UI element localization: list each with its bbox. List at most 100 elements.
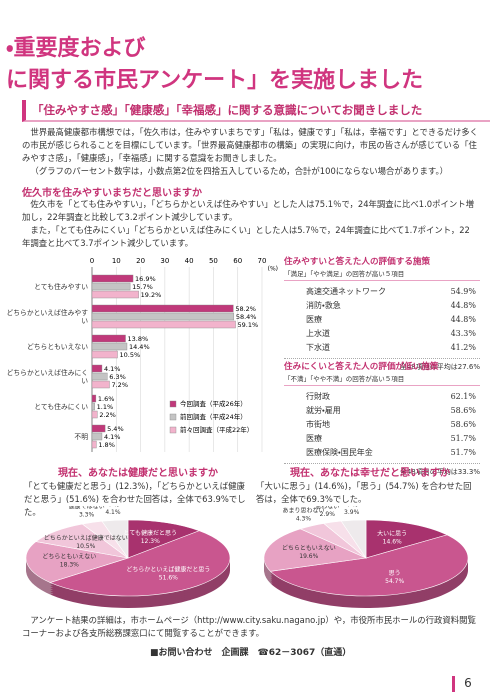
value-label: 2.2% bbox=[99, 411, 116, 419]
table-cell: 上水道 bbox=[306, 328, 330, 338]
pie-slice bbox=[127, 519, 201, 559]
slice-value: 19.6% bbox=[299, 553, 318, 560]
table-cell: 51.7% bbox=[450, 447, 476, 457]
table-cell: 62.1% bbox=[450, 391, 476, 401]
value-label: 1.8% bbox=[98, 441, 115, 449]
category-label: とても住みにくい bbox=[34, 403, 88, 411]
paragraph: 世界最高健康都市構想では，「佐久市は，住みやすいまちです」「私は，健康です」「私… bbox=[22, 127, 479, 163]
table-row: 市街地 58.6% bbox=[306, 417, 476, 431]
table-row: 上水道 43.3% bbox=[306, 326, 476, 340]
bar bbox=[91, 290, 139, 299]
value-label: 14.4% bbox=[129, 343, 150, 351]
table-row: 医療保険・国民年金 51.7% bbox=[306, 445, 476, 459]
table-heading: 住みやすいと答えた人の評価する施策 bbox=[284, 257, 431, 267]
bar bbox=[91, 282, 131, 291]
slice-value: 18.3% bbox=[60, 561, 79, 568]
bar bbox=[91, 320, 236, 329]
table-cell: 58.6% bbox=[450, 419, 476, 429]
slice-label: どちらともいえない bbox=[42, 552, 96, 560]
value-label: 19.2% bbox=[141, 291, 162, 299]
table-row: 医療 51.7% bbox=[306, 431, 476, 445]
table-cell: 消防・救急 bbox=[306, 300, 341, 310]
value-label: 4.1% bbox=[104, 365, 121, 373]
pie-slice bbox=[269, 534, 469, 597]
slice-label: 思う bbox=[389, 570, 401, 577]
slice-value: 4.1% bbox=[105, 509, 121, 516]
bar bbox=[91, 440, 97, 449]
slice-label: 不明 bbox=[107, 506, 119, 508]
slice-label: どちらかといえば健康だと思う bbox=[126, 566, 210, 574]
pie-slice bbox=[365, 519, 448, 559]
value-label: 58.2% bbox=[235, 305, 256, 313]
slice-value: 10.5% bbox=[76, 543, 95, 550]
category-label: どちらかといえば住みやすい bbox=[6, 309, 88, 325]
pie-heading: 現在、あなたは健康だと思いますか bbox=[58, 468, 218, 479]
value-label: 58.4% bbox=[236, 313, 257, 321]
pie-caption: 「大いに思う」(14.6%)，「思う」(54.7%) を合わせた回答は，全体で6… bbox=[256, 481, 472, 504]
legend-label: 今回調査（平成26年） bbox=[180, 399, 247, 408]
slice-label: 大いに思う bbox=[377, 530, 407, 538]
slice-label: どちらともいえない bbox=[282, 544, 336, 552]
bar bbox=[91, 424, 106, 433]
section-text: 佐久市を「とても住みやすい」，「どちらかといえば住みやすい」とした人は75.1％… bbox=[22, 198, 478, 250]
x-tick-label: 50 bbox=[209, 257, 218, 265]
pie-slice bbox=[101, 519, 129, 559]
slice-label: 思わない bbox=[315, 506, 339, 510]
unit-label: (%) bbox=[268, 266, 278, 273]
pie-slice bbox=[25, 541, 129, 583]
value-label: 1.1% bbox=[97, 403, 114, 411]
bar bbox=[91, 304, 234, 313]
table-heading: 住みにくいと答えた人の評価が低い施策 bbox=[284, 362, 439, 372]
intro: 世界最高健康都市構想では，「佐久市は，住みやすいまちです」「私は，健康です」「私… bbox=[22, 126, 478, 178]
table-cell: 41.2% bbox=[450, 342, 476, 352]
banner: 「住みやすさ感」「健康感」「幸福感」に関する意識についてお聞きしました bbox=[22, 100, 490, 122]
bar bbox=[91, 364, 103, 373]
bar bbox=[91, 342, 128, 351]
bar bbox=[91, 410, 98, 419]
table-block: 住みにくいと答えた人の評価が低い施策 「不満」「やや不満」の回答が高い５項目 行… bbox=[284, 360, 480, 477]
table-row: 高速交通ネットワーク 54.9% bbox=[306, 284, 476, 298]
x-tick-label: 30 bbox=[160, 257, 169, 265]
x-tick-label: 20 bbox=[136, 257, 145, 265]
pie-slice bbox=[263, 528, 368, 572]
value-label: 59.1% bbox=[238, 321, 259, 329]
bar bbox=[91, 274, 134, 283]
category-label: どちらかといえば住みにくい bbox=[6, 369, 88, 385]
bar bbox=[91, 394, 97, 403]
pie-heading: 現在、あなたは幸せだと思いますか bbox=[290, 468, 450, 479]
value-label: 16.9% bbox=[135, 275, 156, 283]
section-heading: 佐久市を住みやすいまちだと思いますか bbox=[22, 188, 202, 199]
slice-value: 54.7% bbox=[385, 578, 404, 585]
table-cell: 高速交通ネットワーク bbox=[306, 286, 386, 296]
pie-slice bbox=[340, 519, 367, 559]
table-cell: 市街地 bbox=[306, 419, 330, 429]
title: に関する市民アンケート」を実施しました bbox=[6, 68, 424, 93]
table-cell: 44.8% bbox=[450, 314, 476, 324]
table-row: 行財政 62.1% bbox=[306, 389, 476, 403]
bar bbox=[91, 334, 126, 343]
value-label: 4.1% bbox=[104, 433, 121, 441]
slice-value: 12.3% bbox=[141, 538, 160, 545]
table-row: 就労・雇用 58.6% bbox=[306, 403, 476, 417]
title: ・重要度および bbox=[6, 36, 146, 61]
slice-value: 51.6% bbox=[159, 575, 178, 582]
pie-slice bbox=[49, 530, 231, 597]
slice-value: 4.3% bbox=[296, 516, 312, 523]
slice-value: 3.3% bbox=[79, 512, 95, 519]
legend-label: 前々回調査（平成22年） bbox=[180, 425, 253, 434]
paragraph: また，「とても住みにくい」「どちらかといえば住みにくい」とした人は5.7％で，2… bbox=[22, 225, 470, 248]
table-cell: 下水道 bbox=[306, 342, 330, 352]
value-label: 13.8% bbox=[128, 335, 149, 343]
slice-label: 健康ではない bbox=[69, 506, 105, 511]
pie-caption: 「とても健康だと思う」(12.3%)，「どちらかといえば健康だと思う」(51.6… bbox=[24, 481, 246, 517]
slice-label: 不明 bbox=[346, 506, 358, 508]
bar-chart: 0 10 20 30 40 50 60 70 (%) 16.9% 15.7% 19.2% 58.2% 58… bbox=[0, 252, 282, 462]
slice-label: とても健康だと思う bbox=[124, 529, 178, 537]
slice-value: 14.6% bbox=[383, 539, 402, 546]
bar bbox=[91, 312, 235, 321]
table-subheading: 「不満」「やや不満」の回答が高い５項目 bbox=[284, 373, 480, 386]
table-cell: 行財政 bbox=[306, 391, 330, 401]
legend-swatch bbox=[169, 413, 177, 421]
